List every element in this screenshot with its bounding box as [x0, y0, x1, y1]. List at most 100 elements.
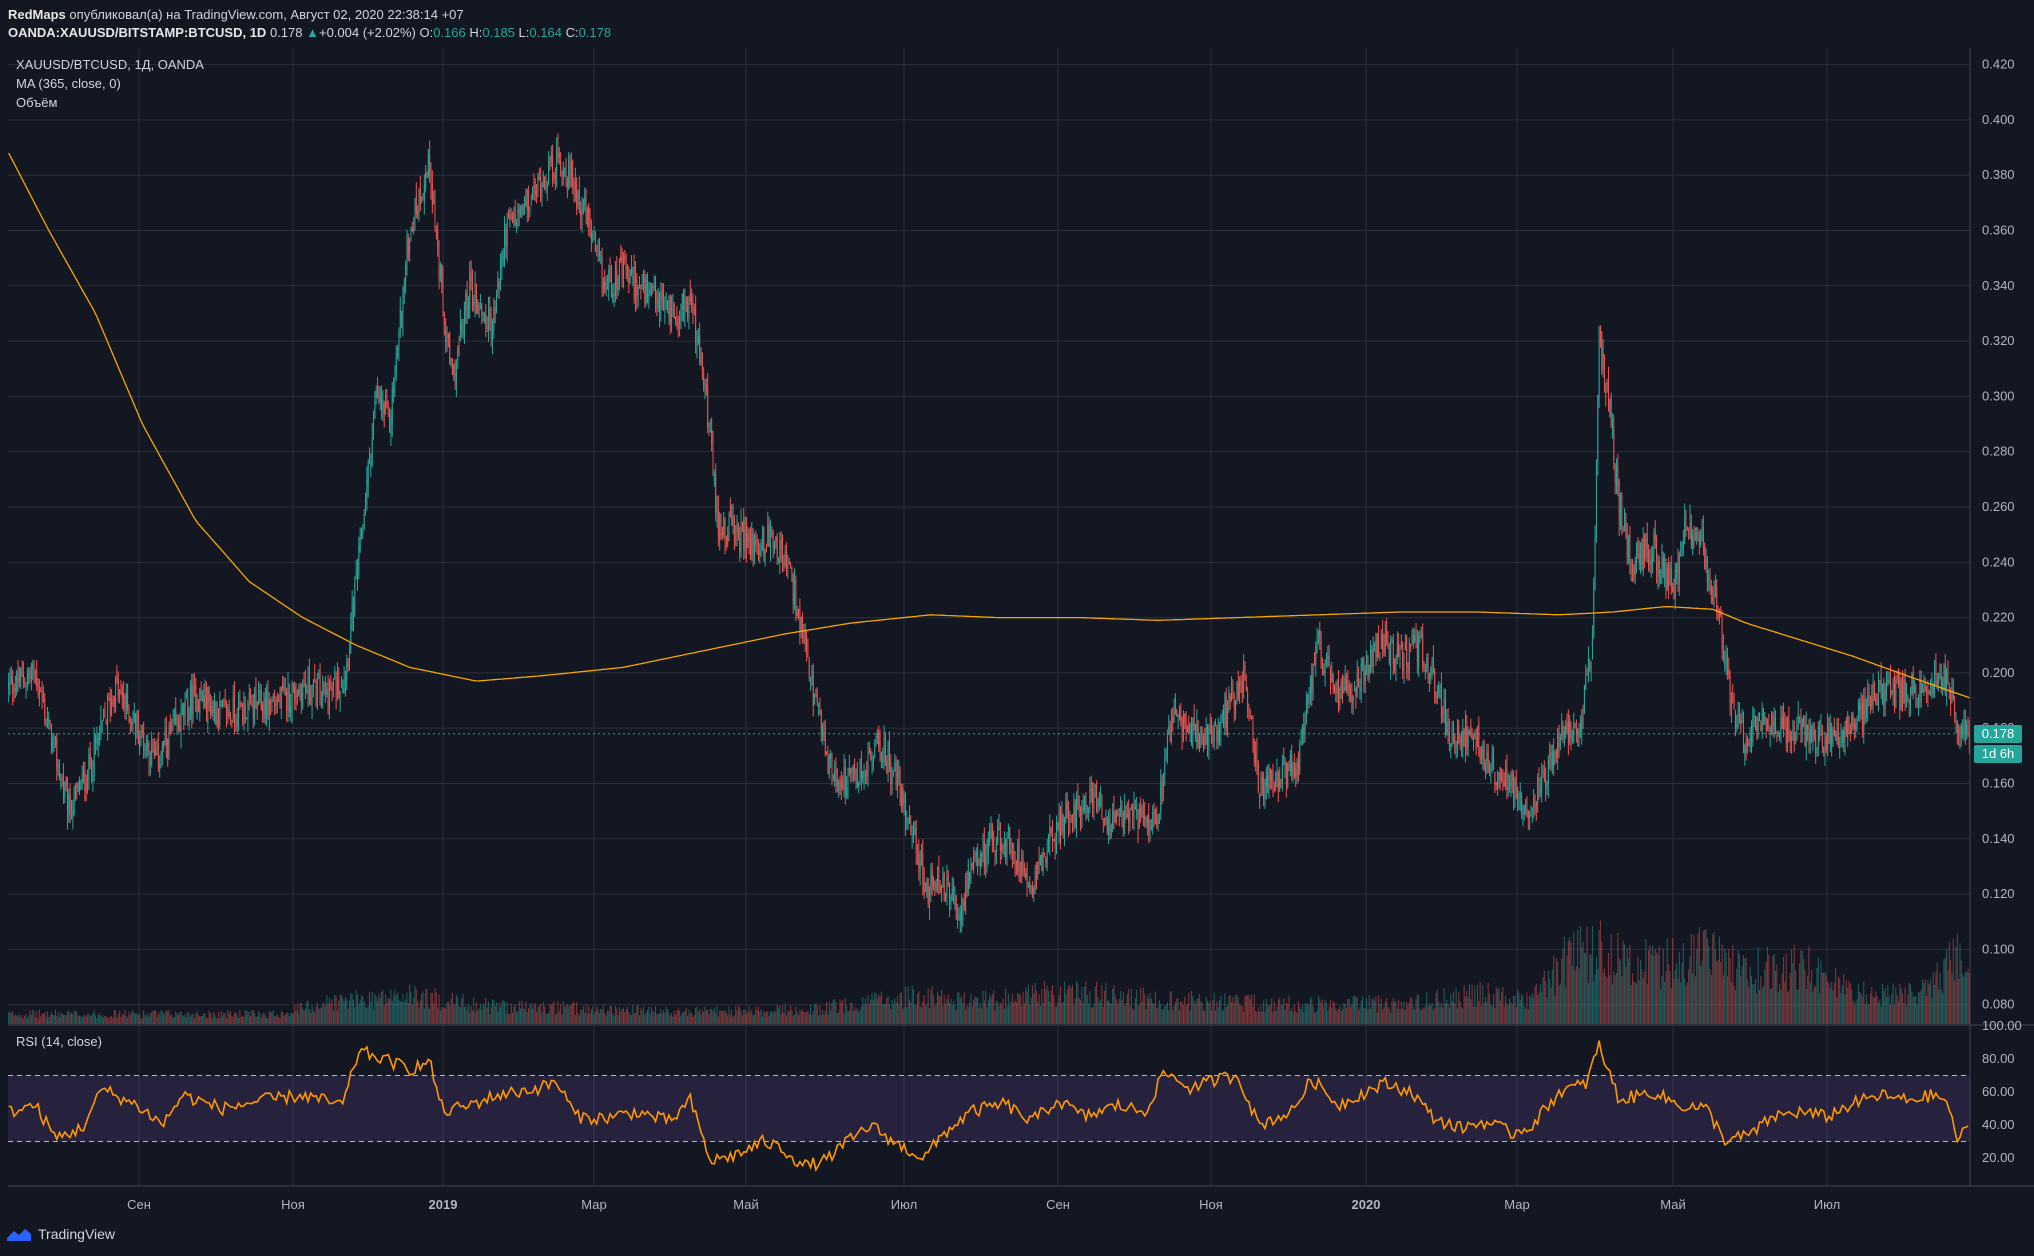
candle-body — [1252, 715, 1254, 743]
candle-body — [1935, 662, 1937, 675]
candle-body — [1046, 850, 1048, 869]
candle-body — [1050, 828, 1052, 833]
candle-body — [672, 301, 674, 306]
volume-bar — [1030, 997, 1032, 1024]
volume-bar — [784, 1004, 786, 1024]
volume-bar — [505, 1013, 507, 1024]
candle-body — [542, 174, 544, 187]
candle-body — [310, 698, 312, 703]
volume-legend[interactable]: Объём — [16, 95, 58, 110]
candle-body — [1197, 725, 1199, 748]
candle-body — [622, 256, 624, 276]
candle-body — [1138, 809, 1140, 828]
candle-body — [1705, 559, 1707, 572]
candle-body — [1887, 680, 1889, 682]
candle-body — [1434, 670, 1436, 699]
volume-bar — [1093, 1003, 1095, 1024]
candle-body — [1443, 700, 1445, 715]
time-axis[interactable]: Сен Ноя 2019 Мар Май Июл Сен Ноя 2020 Мар Май Июл — [127, 1197, 1840, 1212]
candle-body — [1308, 691, 1310, 700]
volume-bar — [1788, 990, 1790, 1024]
volume-bar — [1851, 989, 1853, 1024]
volume-bar — [255, 1016, 257, 1024]
candle-body — [990, 823, 992, 836]
candle-body — [999, 823, 1001, 851]
candle-body — [844, 766, 846, 793]
volume-bar — [1696, 949, 1698, 1024]
candle-body — [711, 429, 713, 444]
candle-body — [609, 268, 611, 272]
candle-body — [1498, 772, 1500, 784]
volume-bar — [486, 1007, 488, 1024]
candle-body — [989, 830, 991, 843]
candle-body — [48, 718, 50, 724]
price-axis[interactable]: 0.4200.4000.3800.3600.3400.3200.3000.280… — [1982, 57, 2015, 1012]
volume-bar — [1716, 961, 1718, 1024]
candle-body — [1919, 682, 1921, 703]
volume-bar — [693, 1015, 695, 1024]
volume-bar — [37, 1018, 39, 1024]
volume-bar — [1697, 933, 1699, 1024]
volume-bar — [443, 1006, 445, 1024]
volume-bar — [379, 998, 381, 1024]
candle-body — [216, 711, 218, 729]
series-title[interactable]: XAUUSD/BTCUSD, 1Д, OANDA — [16, 57, 204, 72]
volume-bar — [1076, 980, 1078, 1024]
volume-bar — [64, 1014, 66, 1024]
rsi-legend[interactable]: RSI (14, close) — [16, 1034, 102, 1049]
candle-body — [1702, 528, 1704, 550]
candle-body — [1406, 637, 1408, 667]
candle-body — [1399, 646, 1401, 660]
candle-body — [1713, 589, 1715, 599]
volume-bar — [818, 1015, 820, 1024]
footer-brand[interactable]: TradingView — [6, 1226, 115, 1242]
volume-bar — [1491, 1005, 1493, 1024]
candle-body — [437, 231, 439, 248]
candle-body — [1220, 716, 1222, 735]
candle-body — [808, 659, 810, 679]
volume-bar — [1765, 962, 1767, 1024]
volume-bar — [204, 1013, 206, 1024]
volume-bar — [557, 1001, 559, 1024]
volume-bar — [1732, 944, 1734, 1024]
candle-body — [1538, 780, 1540, 798]
volume-bar — [177, 1015, 179, 1024]
candle-body — [1809, 729, 1811, 744]
volume-bar — [1467, 997, 1469, 1024]
candle-body — [222, 700, 223, 709]
volume-bar — [1484, 996, 1487, 1024]
volume-bar — [1591, 926, 1593, 1024]
volume-bar — [1427, 1006, 1429, 1024]
candle-body — [103, 712, 105, 720]
candle-body — [69, 791, 71, 815]
candle-body — [1849, 731, 1851, 733]
ma-legend[interactable]: MA (365, close, 0) — [16, 76, 121, 91]
volume-bar — [371, 992, 373, 1024]
candle-body — [1942, 682, 1944, 689]
volume-bar — [57, 1012, 59, 1024]
volume-bar — [367, 1006, 369, 1024]
volume-bar — [1201, 1002, 1203, 1024]
volume-bar — [1272, 1011, 1274, 1024]
candle-body — [620, 255, 622, 262]
candle-body — [1618, 480, 1620, 523]
volume-bar — [1376, 1012, 1378, 1024]
volume-bar — [1267, 1004, 1269, 1024]
volume-bar — [1415, 999, 1417, 1024]
volume-bar — [81, 1017, 83, 1024]
candle-body — [382, 401, 384, 412]
volume-bar — [747, 1011, 749, 1024]
candle-body — [1118, 814, 1120, 816]
volume-bar — [1324, 999, 1326, 1024]
candle-body — [1231, 684, 1233, 701]
candle-body — [1097, 801, 1099, 808]
candle-body — [774, 540, 775, 548]
volume-bar — [757, 1006, 759, 1024]
volume-bar — [1255, 1011, 1257, 1024]
author-name[interactable]: RedMaps — [8, 7, 66, 22]
volume-bar — [331, 999, 333, 1024]
volume-bar — [1049, 1001, 1051, 1024]
candle-body — [291, 688, 293, 712]
